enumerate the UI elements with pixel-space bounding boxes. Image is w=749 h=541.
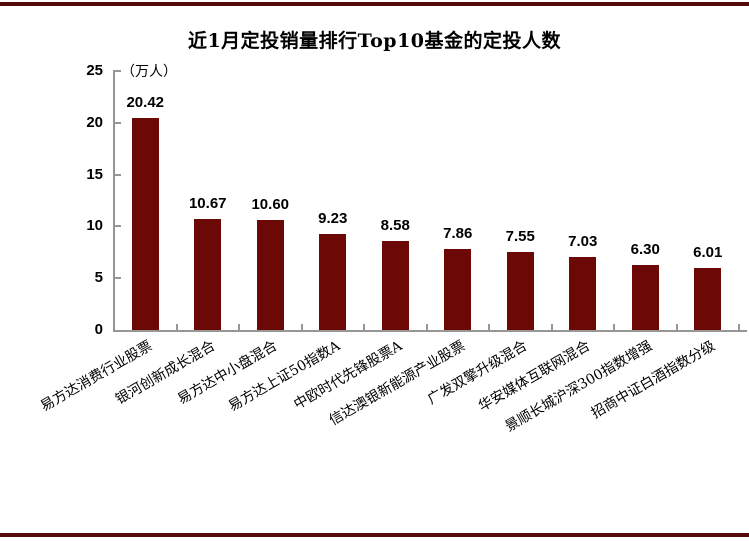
bar xyxy=(444,248,472,330)
bar xyxy=(131,118,159,330)
bar xyxy=(569,257,597,330)
y-axis-tick xyxy=(115,121,121,124)
x-axis-category-label: 易方达消费行业股票 xyxy=(38,338,156,415)
x-axis-tick xyxy=(300,324,303,330)
y-axis-line xyxy=(113,70,115,332)
x-axis-tick xyxy=(675,324,678,330)
y-axis-tick-label: 20 xyxy=(86,113,103,131)
y-axis-tick-label: 5 xyxy=(94,269,103,287)
bar xyxy=(381,241,409,330)
bar-value-label: 10.60 xyxy=(251,196,290,214)
x-axis-tick xyxy=(238,324,240,330)
bar-value-label: 10.67 xyxy=(188,195,227,213)
x-axis-line xyxy=(113,330,747,332)
y-axis-tick xyxy=(115,173,121,176)
top-border-rule xyxy=(0,2,749,6)
x-axis-category-label: 易方达上证50指数A xyxy=(225,338,343,415)
x-axis-tick xyxy=(488,324,490,330)
x-axis-tick xyxy=(550,324,553,330)
y-axis-tick xyxy=(115,70,121,72)
bar xyxy=(256,220,284,330)
bar-value-label: 8.58 xyxy=(380,217,410,235)
y-axis-tick xyxy=(115,225,121,228)
bar xyxy=(506,251,534,330)
y-axis-tick-label: 0 xyxy=(94,321,103,338)
y-axis-tick-label: 10 xyxy=(86,217,103,235)
bar-value-label: 7.86 xyxy=(443,224,473,242)
bar-value-label: 20.42 xyxy=(126,94,165,112)
bar-value-label: 9.23 xyxy=(318,210,348,228)
x-axis-tick xyxy=(363,324,365,330)
bar xyxy=(631,264,659,330)
bottom-border-rule xyxy=(0,533,749,537)
y-axis-tick xyxy=(115,277,121,280)
x-axis-tick xyxy=(175,324,178,330)
bar-value-label: 7.03 xyxy=(568,233,598,251)
bar xyxy=(694,267,722,330)
bar xyxy=(194,219,222,330)
bar-value-label: 6.30 xyxy=(630,240,660,258)
bar-value-label: 7.55 xyxy=(505,227,535,245)
y-axis-tick-label: 25 xyxy=(86,62,103,79)
x-axis-tick xyxy=(425,324,428,330)
bar-value-label: 6.01 xyxy=(693,243,723,261)
x-axis-tick xyxy=(613,324,615,330)
chart-title: 近1月定投销量排行Top10基金的定投人数 xyxy=(187,30,562,52)
y-axis-tick-label: 15 xyxy=(86,165,103,183)
x-axis-tick xyxy=(738,324,740,330)
y-axis-unit-label: （万人） xyxy=(121,64,177,80)
bar xyxy=(319,234,347,330)
